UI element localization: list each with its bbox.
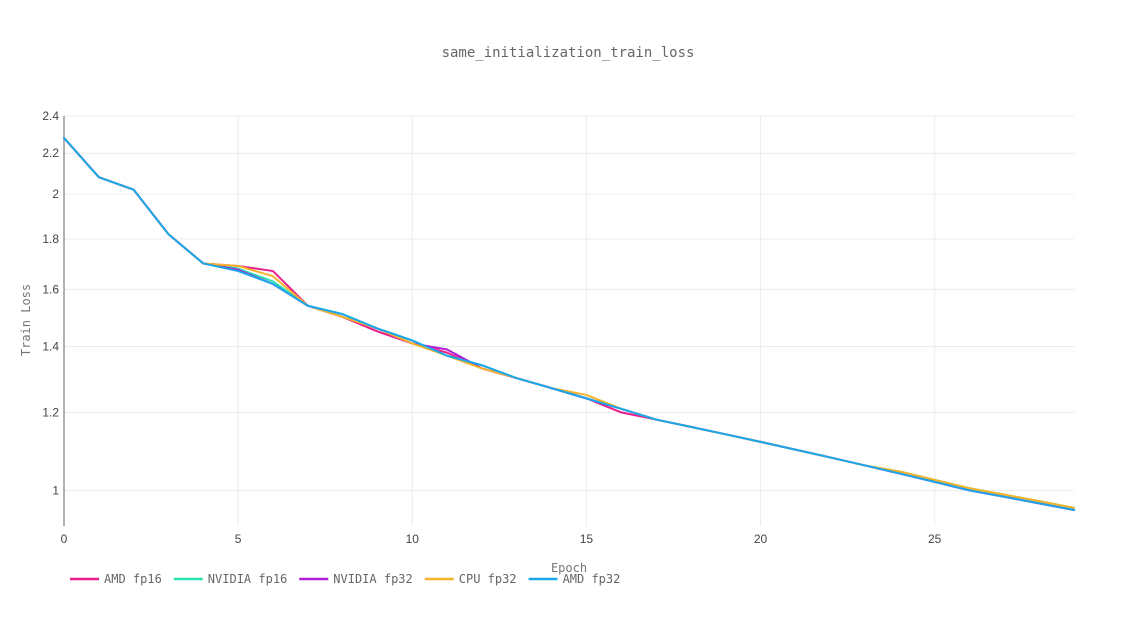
chart-title: same_initialization_train_loss [442, 45, 695, 61]
y-tick-label: 2.2 [42, 146, 59, 160]
y-axis-label: Train Loss [19, 284, 33, 356]
y-tick-label: 1.4 [42, 339, 59, 353]
tick-labels: 1 1.2 1.4 1.6 1.8 2 2.2 2.4 0 5 10 15 20 25 [42, 109, 941, 546]
legend-label: NVIDIA fp32 [333, 572, 412, 586]
x-axis-label: Epoch [551, 561, 587, 575]
y-tick-label: 1.8 [42, 232, 59, 246]
legend-label: NVIDIA fp16 [208, 572, 287, 586]
legend-item-nvidia-fp32[interactable]: NVIDIA fp32 [299, 572, 413, 586]
x-tick-label: 25 [928, 532, 942, 546]
y-tick-label: 1.6 [42, 282, 59, 296]
y-tick-label: 2.4 [42, 109, 59, 123]
x-tick-label: 10 [406, 532, 420, 546]
legend-item-cpu-fp32[interactable]: CPU fp32 [424, 572, 517, 586]
x-tick-label: 20 [754, 532, 768, 546]
legend-label: AMD fp16 [104, 572, 162, 586]
grid-lines [63, 115, 1074, 526]
legend-item-amd-fp16[interactable]: AMD fp16 [70, 572, 162, 586]
y-tick-label: 1 [52, 483, 59, 497]
series-line-cpu-fp32[interactable] [63, 136, 1075, 509]
x-tick-label: 0 [61, 532, 68, 546]
series-line-amd-fp32[interactable] [63, 136, 1075, 512]
legend-item-nvidia-fp16[interactable]: NVIDIA fp16 [173, 572, 287, 586]
legend-label: AMD fp32 [563, 572, 621, 586]
y-tick-label: 2 [52, 187, 59, 201]
series-line-nvidia-fp16[interactable] [63, 136, 1075, 509]
x-tick-label: 15 [580, 532, 594, 546]
legend-item-amd-fp32[interactable]: AMD fp32 [528, 572, 621, 586]
legend-label: CPU fp32 [459, 572, 517, 586]
series-lines [63, 136, 1075, 512]
y-tick-label: 1.2 [42, 405, 59, 419]
x-tick-label: 5 [235, 532, 242, 546]
legend[interactable]: AMD fp16 NVIDIA fp16 NVIDIA fp32 CPU fp32 AM… [70, 572, 620, 586]
